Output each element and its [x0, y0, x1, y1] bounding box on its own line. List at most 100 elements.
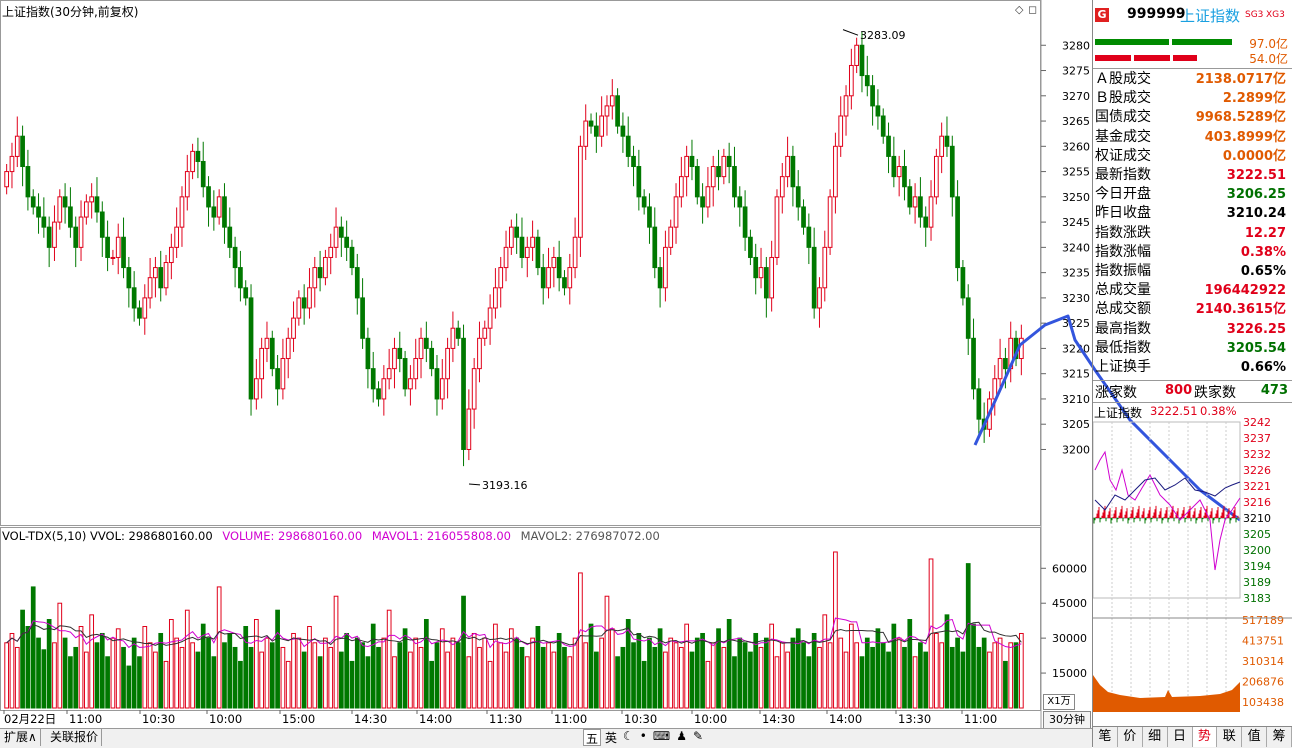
- right-tab[interactable]: 筹: [1267, 727, 1292, 747]
- candle-body: [121, 236, 126, 269]
- candle-body: [859, 44, 865, 77]
- candle-body: [333, 226, 339, 248]
- volume-bar: [126, 665, 132, 709]
- volume-bar: [105, 656, 110, 709]
- volume-bar: [583, 642, 589, 709]
- candle-body: [886, 135, 891, 157]
- chart-title: 上证指数(30分钟,前复权): [2, 5, 139, 19]
- dot-icon[interactable]: •: [639, 729, 647, 743]
- mini-breadth-bars: [1093, 505, 1239, 524]
- quote-row-value: 403.8999亿: [1204, 129, 1286, 145]
- y-tick-label: 3240: [1062, 241, 1090, 254]
- candle-body: [168, 246, 174, 264]
- candle-body: [949, 145, 955, 198]
- diamond-icon[interactable]: ◇: [1015, 3, 1024, 16]
- candle-body: [678, 176, 684, 198]
- volume-bar: [253, 619, 259, 709]
- volume-bar: [822, 614, 828, 709]
- candle-body: [450, 327, 456, 349]
- vol-indicator-name[interactable]: VOL-TDX(5,10): [2, 529, 87, 543]
- candle-body: [471, 368, 477, 410]
- right-tab[interactable]: 笔: [1093, 727, 1118, 747]
- candle-body: [376, 388, 381, 400]
- right-tab[interactable]: 值: [1242, 727, 1268, 747]
- candle-body: [588, 120, 594, 127]
- candle-body: [933, 155, 939, 198]
- volume-bar: [482, 637, 488, 709]
- volume-bar: [153, 651, 158, 709]
- volume-bar: [423, 619, 429, 709]
- related-quote-tab[interactable]: 关联报价: [47, 728, 103, 746]
- volume-bar: [487, 660, 493, 709]
- volume-bar: [317, 656, 323, 709]
- quote-row-value: 0.0000亿: [1222, 148, 1286, 164]
- candle-body: [604, 105, 610, 117]
- volume-header: VOL-TDX(5,10) VVOL: 298680160.00 VOLUME:…: [2, 529, 660, 543]
- candle-body: [285, 337, 291, 360]
- volume-bar: [880, 642, 886, 709]
- volume-value: VOLUME: 298680160.00: [222, 529, 363, 543]
- volume-bar: [52, 642, 57, 709]
- volume-bar: [657, 628, 663, 709]
- right-tab[interactable]: 联: [1217, 727, 1243, 747]
- right-tab[interactable]: 日: [1168, 727, 1193, 747]
- volume-bar: [9, 632, 15, 709]
- mini-price-tick: 3226: [1243, 464, 1271, 477]
- right-tab[interactable]: 价: [1118, 727, 1143, 747]
- volume-bar: [301, 651, 307, 709]
- period-label[interactable]: 30分钟: [1043, 711, 1091, 729]
- candle-body: [939, 135, 945, 157]
- user-icon[interactable]: ♟: [676, 729, 687, 743]
- volume-bar: [62, 637, 68, 709]
- moon-icon[interactable]: ☾: [623, 729, 634, 743]
- right-tab[interactable]: 势: [1192, 727, 1218, 747]
- volume-bar: [652, 646, 658, 709]
- volume-bar: [673, 642, 679, 709]
- quote-row: 指数振幅 0.65%: [1093, 262, 1290, 281]
- min-marker: [468, 483, 481, 486]
- volume-bar: [684, 623, 690, 709]
- volume-bar: [232, 646, 238, 709]
- right-tab[interactable]: 细: [1143, 727, 1168, 747]
- expand-button[interactable]: 扩展∧: [1, 728, 41, 746]
- x-tick-label: 10:30: [142, 712, 175, 726]
- candle-body: [360, 297, 365, 339]
- volume-bar: [190, 642, 195, 709]
- english-button[interactable]: 英: [605, 731, 618, 745]
- candle-body: [955, 196, 960, 269]
- candle-body: [551, 256, 557, 269]
- quote-row-label: Ｂ股成交: [1095, 90, 1151, 107]
- tag-xg3[interactable]: XG3: [1266, 10, 1285, 20]
- volume-bar: [854, 642, 860, 709]
- candle-body: [779, 176, 785, 198]
- volume-bar: [976, 646, 982, 709]
- candle-body: [567, 267, 573, 289]
- volume-bar: [891, 623, 897, 709]
- candle-body: [965, 297, 971, 339]
- wubi-button[interactable]: 五: [583, 729, 602, 746]
- volume-bar: [588, 623, 594, 709]
- candle-body: [206, 186, 211, 208]
- volume-bar: [933, 632, 939, 709]
- volume-bar: [386, 609, 392, 709]
- g-icon[interactable]: G: [1095, 8, 1109, 22]
- volume-bar: [264, 637, 270, 709]
- volume-bar: [370, 623, 376, 709]
- quote-row-label: Ａ股成交: [1095, 71, 1151, 87]
- candle-body: [275, 368, 280, 390]
- volume-bar: [902, 646, 907, 709]
- candle-body: [163, 262, 169, 289]
- tag-sg3[interactable]: SG3: [1245, 10, 1264, 20]
- quote-row: 今日开盘 3206.25: [1093, 185, 1290, 204]
- volume-bar: [546, 642, 551, 709]
- candle-body: [641, 196, 647, 208]
- window-icon[interactable]: ◻: [1028, 3, 1038, 16]
- volume-bar: [620, 646, 626, 709]
- wrench-icon[interactable]: ✎: [692, 729, 704, 743]
- down-count-label: 跌家数: [1194, 385, 1236, 401]
- mini-price-tick: 3194: [1243, 560, 1271, 573]
- mavol1-value: MAVOL1: 216055808.00: [371, 529, 511, 543]
- keyboard-icon[interactable]: ⌨: [652, 729, 671, 743]
- y-tick-label: 3220: [1062, 342, 1090, 355]
